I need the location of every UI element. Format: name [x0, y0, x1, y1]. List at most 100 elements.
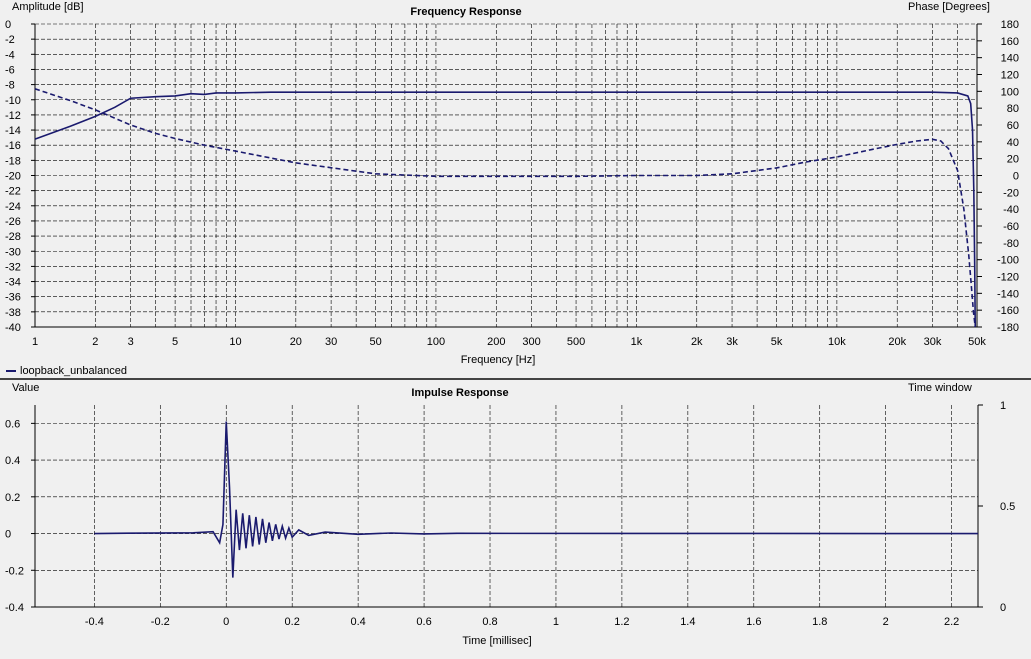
time-axis-label: Time [millisec]: [462, 635, 531, 647]
amplitude-tick-label: -10: [5, 95, 21, 107]
phase-tick-label: 0: [1013, 171, 1019, 183]
frequency-tick-label: 30: [325, 336, 337, 348]
value-tick-label: 0: [5, 529, 11, 541]
frequency-grid: [34, 23, 978, 328]
phase-tick-label: -120: [997, 272, 1019, 284]
frequency-response-title: Frequency Response: [410, 6, 521, 18]
time-tick-label: -0.4: [85, 616, 104, 628]
legend[interactable]: loopback_unbalanced: [6, 364, 127, 378]
frequency-tick-label: 3: [128, 336, 134, 348]
impulse-response-title: Impulse Response: [411, 387, 508, 399]
frequency-tick-label: 200: [487, 336, 505, 348]
phase-tick-label: -40: [1003, 204, 1019, 216]
value-tick-label: -0.4: [5, 602, 24, 614]
amplitude-tick-label: -22: [5, 186, 21, 198]
frequency-tick-label: 2: [92, 336, 98, 348]
phase-axis-label: Phase [Degrees]: [908, 1, 990, 13]
phase-tick-label: 120: [1001, 70, 1019, 82]
phase-tick-label: -160: [997, 305, 1019, 317]
phase-tick-label: 180: [1001, 19, 1019, 31]
amplitude-tick-label: -38: [5, 307, 21, 319]
frequency-tick-label: 30k: [924, 336, 942, 348]
time-tick-label: 0.8: [482, 616, 497, 628]
phase-tick-label: 40: [1007, 137, 1019, 149]
amplitude-tick-label: -2: [5, 34, 15, 46]
impulse-series: [94, 421, 979, 578]
panel-divider[interactable]: [0, 378, 1031, 380]
amplitude-tick-label: -18: [5, 155, 21, 167]
time-tick-label: 0: [223, 616, 229, 628]
time-window-axis-label: Time window: [908, 382, 972, 394]
frequency-tick-label: 3k: [726, 336, 738, 348]
amplitude-axis-label: Amplitude [dB]: [12, 1, 84, 13]
frequency-tick-label: 20: [290, 336, 302, 348]
phase-tick-label: -80: [1003, 238, 1019, 250]
frequency-tick-label: 10k: [828, 336, 846, 348]
time-tick-label: 0.4: [350, 616, 365, 628]
time-tick-label: 1.8: [812, 616, 827, 628]
frequency-series: [34, 88, 977, 328]
time-tick-label: 1.6: [746, 616, 761, 628]
amplitude-tick-label: -4: [5, 49, 15, 61]
amplitude-series-line: [34, 91, 977, 328]
amplitude-tick-label: -30: [5, 246, 21, 258]
amplitude-tick-label: -20: [5, 171, 21, 183]
amplitude-tick-label: -34: [5, 277, 21, 289]
time-tick-label: 1.2: [614, 616, 629, 628]
frequency-response-chart: Amplitude [dB] Frequency Response Phase …: [5, 1, 1019, 366]
phase-tick-label: -180: [997, 322, 1019, 334]
amplitude-tick-label: -6: [5, 64, 15, 76]
value-tick-label: 0.6: [5, 418, 20, 430]
frequency-tick-label: 50k: [968, 336, 986, 348]
phase-series-line: [34, 88, 977, 328]
legend-label: loopback_unbalanced: [20, 365, 128, 377]
frequency-tick-label: 300: [522, 336, 540, 348]
frequency-tick-label: 50: [369, 336, 381, 348]
frequency-tick-label: 5: [172, 336, 178, 348]
phase-tick-label: -20: [1003, 187, 1019, 199]
phase-tick-label: 80: [1007, 103, 1019, 115]
frequency-tick-label: 5k: [771, 336, 783, 348]
amplitude-tick-label: -40: [5, 322, 21, 334]
amplitude-tick-label: 0: [5, 19, 11, 31]
phase-tick-label: 20: [1007, 154, 1019, 166]
time-window-tick-label: 0.5: [1000, 501, 1015, 513]
amplitude-tick-label: -16: [5, 140, 21, 152]
value-tick-label: -0.2: [5, 565, 24, 577]
phase-tick-label: -60: [1003, 221, 1019, 233]
amplitude-tick-label: -12: [5, 110, 21, 122]
legend-swatch: [6, 370, 16, 372]
impulse-series-line: [94, 421, 979, 578]
time-tick-label: 0.6: [416, 616, 431, 628]
phase-tick-label: 100: [1001, 86, 1019, 98]
frequency-tick-label: 20k: [888, 336, 906, 348]
frequency-tick-label: 10: [229, 336, 241, 348]
time-window-tick-label: 1: [1000, 400, 1006, 412]
amplitude-tick-label: -36: [5, 292, 21, 304]
phase-tick-label: -100: [997, 255, 1019, 267]
frequency-axis-label: Frequency [Hz]: [461, 354, 536, 366]
frequency-tick-label: 1: [32, 336, 38, 348]
frequency-tick-labels: 0 -2 -4 -6 -8 -10 -12 -14 -16 -18 -20 -22 -24 -26 -28 -…: [5, 19, 1019, 348]
frequency-tick-label: 2k: [691, 336, 703, 348]
phase-tick-label: -140: [997, 288, 1019, 300]
amplitude-tick-label: -26: [5, 216, 21, 228]
frequency-tick-label: 100: [427, 336, 445, 348]
value-tick-label: 0.2: [5, 492, 20, 504]
time-window-tick-label: 0: [1000, 602, 1006, 614]
impulse-grid: [34, 405, 979, 608]
amplitude-tick-label: -24: [5, 201, 21, 213]
value-tick-label: 0.4: [5, 455, 20, 467]
time-tick-label: 1.4: [680, 616, 695, 628]
amplitude-tick-label: -8: [5, 80, 15, 92]
amplitude-tick-label: -32: [5, 261, 21, 273]
phase-tick-label: 160: [1001, 36, 1019, 48]
value-axis-label: Value: [12, 382, 39, 394]
amplitude-tick-label: -14: [5, 125, 21, 137]
time-tick-label: -0.2: [151, 616, 170, 628]
phase-tick-label: 60: [1007, 120, 1019, 132]
time-tick-label: 2: [883, 616, 889, 628]
impulse-tick-labels: 0.6 0.4 0.2 0 -0.2 -0.4 -0.4 -0.2 0 0.2 0.4 0.6 0.8 1…: [5, 400, 1015, 628]
frequency-tick-label: 1k: [631, 336, 643, 348]
